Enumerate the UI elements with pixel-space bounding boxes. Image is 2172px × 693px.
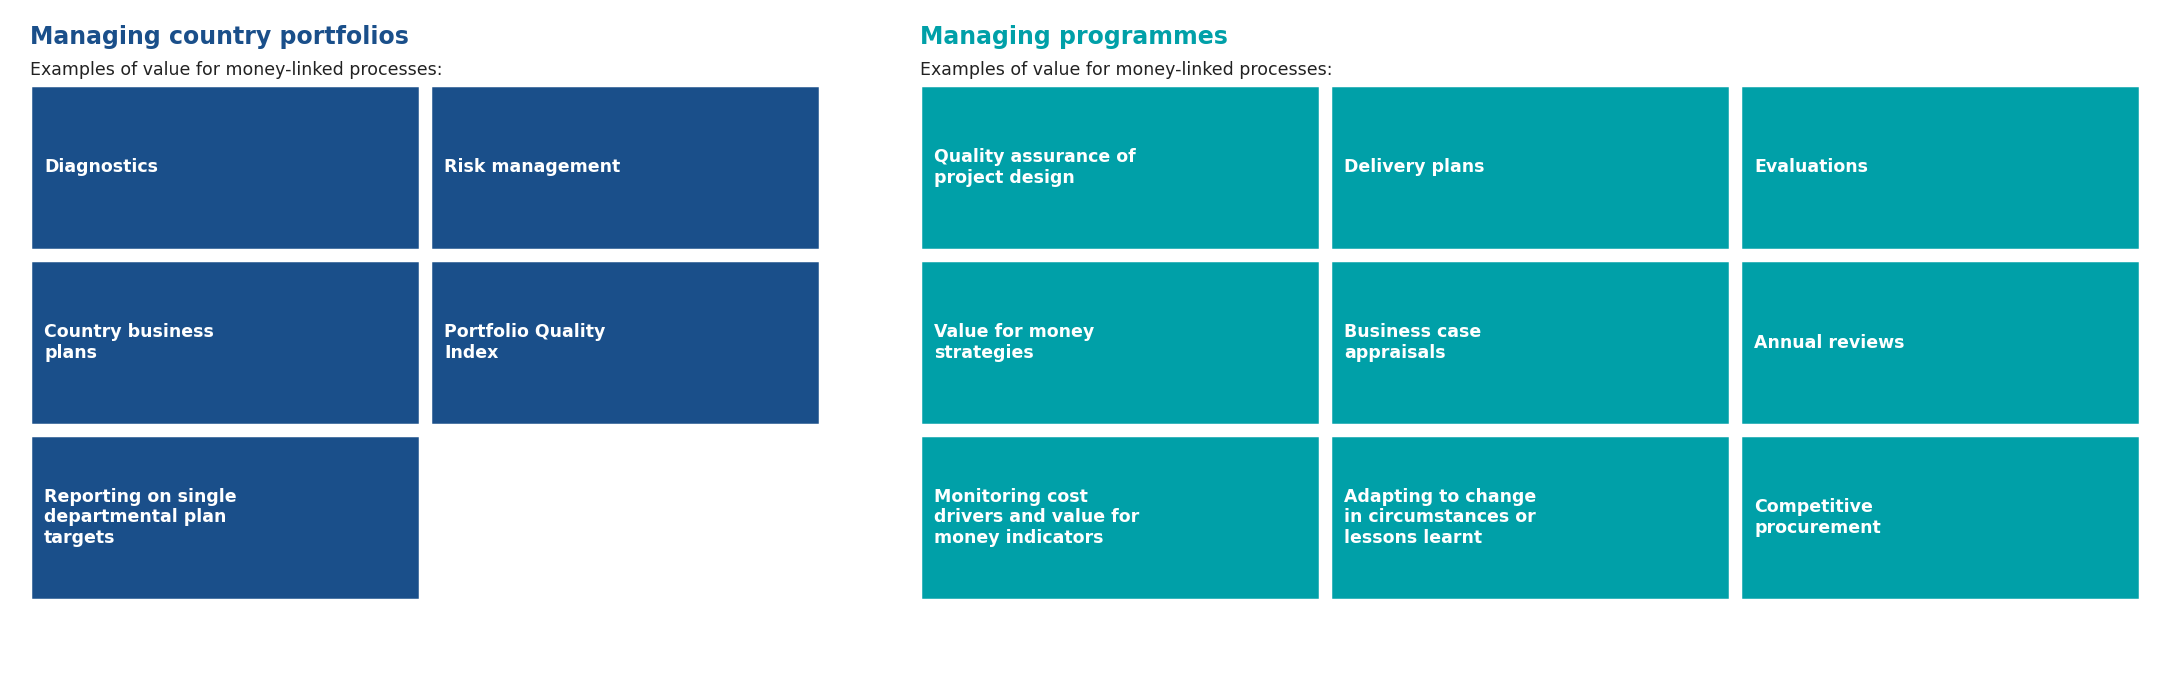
Text: Value for money
strategies: Value for money strategies [934,323,1095,362]
FancyBboxPatch shape [1740,435,2139,600]
Text: Business case
appraisals: Business case appraisals [1344,323,1481,362]
FancyBboxPatch shape [921,435,1321,600]
FancyBboxPatch shape [1329,435,1731,600]
Text: Risk management: Risk management [443,159,621,177]
Text: Quality assurance of
project design: Quality assurance of project design [934,148,1136,187]
FancyBboxPatch shape [30,435,419,600]
FancyBboxPatch shape [430,260,821,425]
Text: Evaluations: Evaluations [1755,159,1868,177]
FancyBboxPatch shape [30,260,419,425]
FancyBboxPatch shape [1740,85,2139,250]
FancyBboxPatch shape [921,85,1321,250]
FancyBboxPatch shape [921,260,1321,425]
Text: Country business
plans: Country business plans [43,323,213,362]
Text: Portfolio Quality
Index: Portfolio Quality Index [443,323,606,362]
Text: Managing programmes: Managing programmes [921,25,1227,49]
FancyBboxPatch shape [430,85,821,250]
Text: Examples of value for money-linked processes:: Examples of value for money-linked proce… [921,61,1331,79]
Text: Delivery plans: Delivery plans [1344,159,1483,177]
Text: Managing country portfolios: Managing country portfolios [30,25,408,49]
Text: Annual reviews: Annual reviews [1755,333,1905,351]
FancyBboxPatch shape [30,85,419,250]
Text: Monitoring cost
drivers and value for
money indicators: Monitoring cost drivers and value for mo… [934,488,1140,547]
Text: Competitive
procurement: Competitive procurement [1755,498,1881,537]
FancyBboxPatch shape [1329,260,1731,425]
Text: Adapting to change
in circumstances or
lessons learnt: Adapting to change in circumstances or l… [1344,488,1536,547]
Text: Examples of value for money-linked processes:: Examples of value for money-linked proce… [30,61,443,79]
FancyBboxPatch shape [1740,260,2139,425]
Text: Diagnostics: Diagnostics [43,159,159,177]
FancyBboxPatch shape [1329,85,1731,250]
Text: Reporting on single
departmental plan
targets: Reporting on single departmental plan ta… [43,488,237,547]
